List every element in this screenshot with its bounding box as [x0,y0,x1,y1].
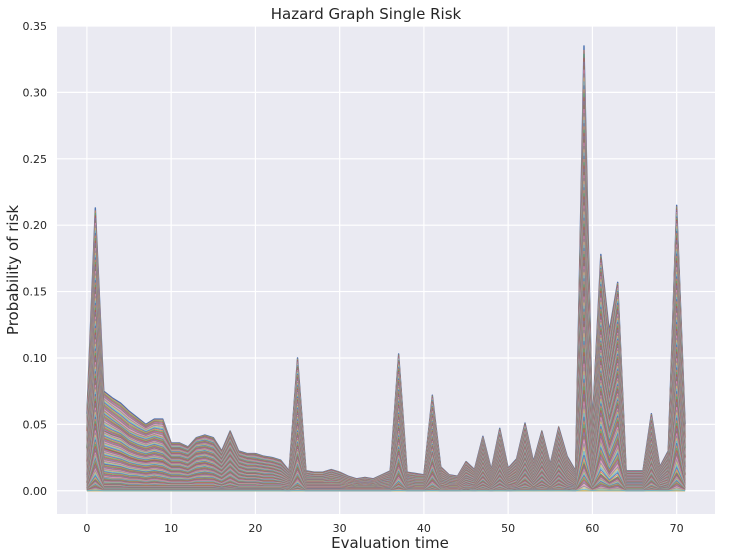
x-axis-label: Evaluation time [331,534,449,552]
y-tick-label: 0.30 [23,86,48,99]
x-tick-label: 20 [248,522,262,535]
y-axis-label: Probability of risk [4,205,22,335]
x-tick-label: 60 [585,522,599,535]
y-tick-labels: 0.00 0.05 0.10 0.15 0.20 0.25 0.30 0.35 [23,20,48,498]
y-tick-label: 0.15 [23,286,48,299]
x-tick-label: 50 [501,522,515,535]
x-tick-label: 10 [164,522,178,535]
series-lines [86,45,686,492]
x-tick-label: 0 [83,522,90,535]
y-tick-label: 0.10 [23,352,48,365]
x-tick-label: 30 [333,522,347,535]
x-tick-labels: 0 10 20 30 40 50 60 70 [83,522,683,535]
y-tick-label: 0.35 [23,20,48,33]
chart-title: Hazard Graph Single Risk [271,5,462,23]
series-line [86,488,686,492]
x-tick-label: 40 [417,522,431,535]
y-tick-label: 0.25 [23,153,48,166]
y-tick-label: 0.05 [23,418,48,431]
y-tick-label: 0.00 [23,485,48,498]
y-tick-label: 0.20 [23,219,48,232]
x-tick-label: 70 [670,522,684,535]
